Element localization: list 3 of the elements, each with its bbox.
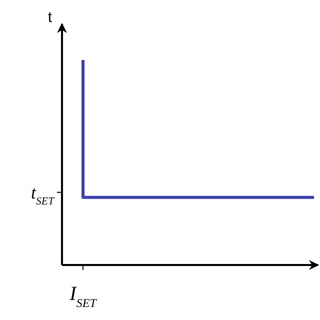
y-axis-title: t: [48, 9, 53, 26]
annotation: t$_{SET}$: [30, 182, 55, 208]
text: I$_{SET}$: [68, 283, 98, 310]
